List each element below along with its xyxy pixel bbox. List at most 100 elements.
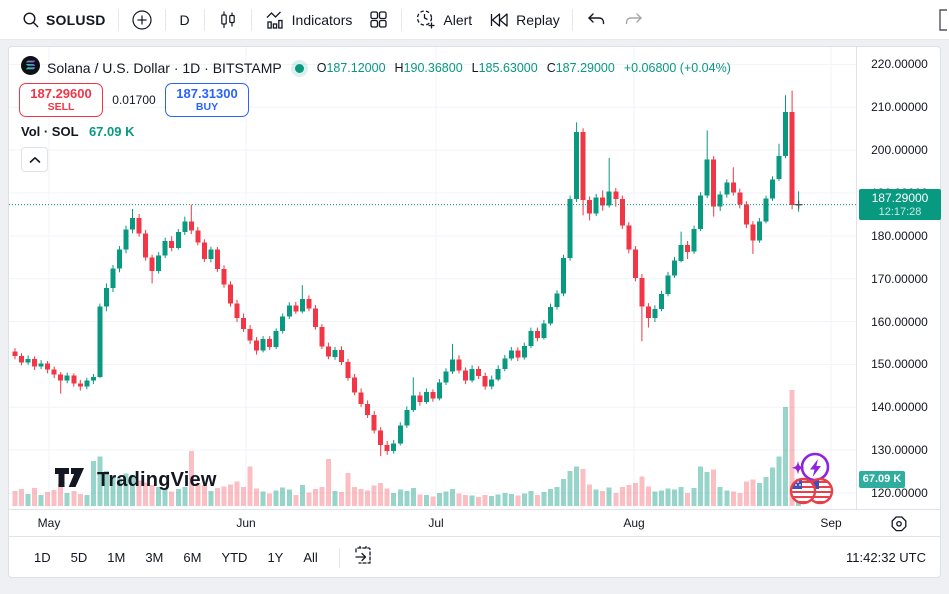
tradingview-watermark: TradingView: [55, 467, 217, 494]
alert-label: Alert: [443, 11, 473, 28]
symbol-title[interactable]: Solana / U.S. Dollar · 1D · BITSTAMP: [47, 60, 282, 76]
chevron-up-icon: [29, 151, 41, 169]
volume-value: 67.09 K: [88, 124, 135, 139]
range-button-1y[interactable]: 1Y: [260, 545, 290, 570]
month-tick-label-sep[interactable]: Sep: [820, 516, 842, 530]
change-value: +0.06800 (+0.04%): [623, 61, 731, 75]
go-to-date-button[interactable]: [348, 544, 378, 572]
gear-icon[interactable]: [889, 514, 909, 534]
symbol-search-button[interactable]: SOLUSD: [14, 4, 114, 36]
volume-bars: [12, 390, 802, 506]
spread-value: 0.01700: [112, 93, 156, 107]
chart-style-button[interactable]: [209, 4, 247, 36]
solana-logo: [21, 56, 40, 80]
bottom-toolbar: 1D 5D 1M 3M 6M YTD 1Y All 11:42:32 UTC: [9, 536, 940, 578]
sell-label: SELL: [47, 101, 75, 114]
search-icon: [22, 11, 40, 29]
alert-clock-icon: [414, 8, 437, 31]
toolbar-separator: [203, 8, 205, 31]
top-toolbar: SOLUSD D Indicators: [0, 0, 949, 40]
buy-price: 187.31300: [176, 85, 238, 101]
flag-coins-icon[interactable]: [777, 475, 841, 509]
range-button-1d[interactable]: 1D: [27, 545, 58, 570]
price-axis[interactable]: 220.00000210.00000200.00000190.00000180.…: [856, 47, 942, 509]
price-tick-label: 200.00000: [871, 143, 928, 157]
open-value: 187.12000: [326, 61, 386, 75]
grid-lines: [9, 47, 856, 509]
month-tick-label-aug[interactable]: Aug: [623, 516, 645, 530]
candlestick-chart[interactable]: [9, 47, 856, 509]
candles: [12, 90, 802, 457]
chart-plot-area[interactable]: TradingView Solana / U.S. Dollar · 1D · …: [9, 47, 856, 509]
price-tick-label: 210.00000: [871, 100, 928, 114]
volume-label[interactable]: Vol · SOL: [21, 124, 79, 139]
alert-button[interactable]: Alert: [406, 4, 480, 36]
month-tick-label-jun[interactable]: Jun: [236, 516, 256, 530]
volume-axis-badge: 67.09 K: [859, 471, 905, 488]
range-button-ytd[interactable]: YTD: [214, 545, 254, 570]
range-button-3m[interactable]: 3M: [138, 545, 170, 570]
open-label: O: [316, 61, 327, 75]
live-candle-marker: [794, 200, 803, 209]
redo-button[interactable]: [615, 4, 653, 36]
undo-button[interactable]: [577, 4, 615, 36]
high-label: H: [394, 61, 404, 75]
trade-buttons-row: 187.29600 SELL 0.01700 187.31300 BUY: [19, 83, 249, 117]
chart-legend: Solana / U.S. Dollar · 1D · BITSTAMP O18…: [21, 56, 731, 80]
current-price-value: 187.29000: [871, 191, 929, 205]
toolbar-separator: [571, 8, 573, 31]
close-value: 187.29000: [555, 61, 615, 75]
utc-clock[interactable]: 11:42:32 UTC: [846, 550, 926, 565]
volume-legend: Vol · SOL 67.09 K: [21, 124, 134, 139]
sell-price: 187.29600: [30, 85, 92, 101]
indicators-label: Indicators: [291, 11, 353, 28]
price-tick-label: 220.00000: [871, 57, 928, 71]
plus-circle-icon: [131, 9, 153, 31]
replay-icon: [488, 9, 510, 31]
candlestick-style-icon: [217, 9, 239, 31]
range-button-5d[interactable]: 5D: [64, 545, 95, 570]
price-tick-label: 140.00000: [871, 400, 928, 414]
toolbar-separator: [338, 547, 340, 568]
redo-arrow-icon: [623, 10, 645, 30]
current-price-badge: 187.29000 12:17:28: [859, 189, 941, 220]
toolbar-separator: [164, 8, 166, 31]
fullscreen-bracket-icon[interactable]: [937, 9, 949, 36]
calendar-arrow-icon: [352, 544, 374, 571]
buy-label: BUY: [195, 101, 219, 114]
month-tick-label-may[interactable]: May: [37, 516, 61, 530]
interval-button[interactable]: D: [179, 11, 190, 28]
range-buttons: 1D 5D 1M 3M 6M YTD 1Y All: [27, 545, 331, 570]
symbol-name: SOLUSD: [46, 11, 106, 28]
market-status-dot[interactable]: [294, 63, 304, 73]
low-value: 185.63000: [478, 61, 538, 75]
month-tick-label-jul[interactable]: Jul: [428, 516, 444, 530]
buy-button[interactable]: 187.31300 BUY: [165, 83, 249, 117]
indicators-icon: [264, 9, 286, 31]
watermark-text: TradingView: [97, 469, 217, 491]
ohlc-values: O187.12000 H190.36800 L185.63000 C187.29…: [317, 61, 731, 75]
time-axis[interactable]: May Jun Jul Aug Sep: [9, 509, 940, 536]
price-tick-label: 130.00000: [871, 443, 928, 457]
compare-add-symbol-button[interactable]: [123, 4, 161, 36]
collapse-pane-button[interactable]: [21, 147, 48, 172]
range-button-all[interactable]: All: [296, 545, 324, 570]
replay-button[interactable]: Replay: [480, 4, 568, 36]
sell-button[interactable]: 187.29600 SELL: [19, 83, 103, 117]
tradingview-logo-icon: [55, 467, 89, 494]
toolbar-separator: [401, 8, 403, 31]
layout-grid-button[interactable]: [360, 4, 397, 36]
overlay-badges: [777, 451, 847, 507]
close-label: C: [546, 61, 556, 75]
toolbar-separator: [117, 8, 119, 31]
price-tick-label: 170.00000: [871, 272, 928, 286]
indicators-button[interactable]: Indicators: [256, 4, 361, 36]
price-tick-label: 120.00000: [871, 486, 928, 500]
layout-grid-icon: [368, 9, 389, 30]
high-value: 190.36800: [403, 61, 463, 75]
replay-label: Replay: [516, 11, 560, 28]
low-label: L: [471, 61, 479, 75]
range-button-1m[interactable]: 1M: [100, 545, 132, 570]
range-button-6m[interactable]: 6M: [176, 545, 208, 570]
